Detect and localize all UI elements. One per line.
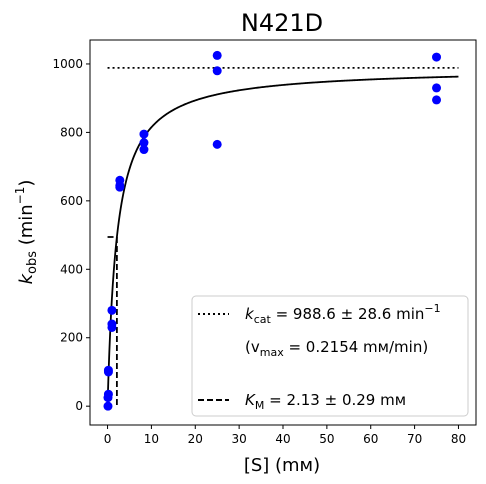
y-axis-label-subscript: obs	[25, 251, 40, 274]
x-tick-label: 10	[144, 432, 159, 446]
x-axis-ticks: 0 10 20 30 40 50 60 70 80	[104, 425, 466, 446]
data-point	[103, 401, 113, 411]
y-tick-label: 200	[60, 331, 83, 345]
x-tick-label: 30	[231, 432, 246, 446]
reference-lines	[107, 66, 459, 407]
y-tick-label: 400	[60, 262, 83, 276]
x-tick-label: 80	[451, 432, 466, 446]
data-point	[212, 139, 222, 149]
y-tick-label: 0	[75, 399, 83, 413]
chart-title: N421D	[241, 9, 323, 37]
data-point	[212, 66, 222, 76]
data-point	[139, 145, 149, 155]
legend: kcat = 988.6 ± 28.6 min−1 (vmax = 0.2154…	[191, 295, 469, 417]
y-axis-label-unit-exponent: −1	[13, 187, 27, 205]
x-tick-label: 20	[188, 432, 203, 446]
data-point	[432, 83, 442, 93]
y-tick-label: 1000	[52, 57, 83, 71]
x-tick-label: 40	[275, 432, 290, 446]
fit-layer	[106, 75, 459, 407]
data-point	[432, 52, 442, 62]
y-axis-label-close: )	[16, 180, 37, 187]
fit-curve	[106, 75, 459, 407]
legend-vmax-entry: (vmax = 0.2154 mм/min)	[245, 338, 428, 359]
x-tick-label: 70	[407, 432, 422, 446]
y-tick-label: 600	[60, 194, 83, 208]
data-point	[432, 95, 442, 105]
data-point	[107, 322, 117, 332]
x-tick-label: 50	[319, 432, 334, 446]
x-tick-label: 60	[363, 432, 378, 446]
data-point	[139, 138, 149, 148]
data-point	[103, 389, 113, 399]
y-tick-label: 800	[60, 125, 83, 139]
x-axis-label: [S] (mм)	[244, 455, 320, 476]
data-point	[103, 365, 113, 375]
y-axis-label-unit: (min	[16, 204, 37, 251]
x-tick-label: 0	[104, 432, 112, 446]
y-axis-label-symbol: k	[16, 272, 37, 284]
legend-kcat-entry: kcat = 988.6 ± 28.6 min−1	[245, 302, 441, 326]
y-axis-ticks: 0 200 400 600 800 1000	[52, 57, 90, 413]
data-point	[139, 129, 149, 139]
data-point	[115, 182, 125, 192]
legend-box	[191, 295, 469, 417]
data-points	[103, 50, 442, 411]
data-point	[107, 305, 117, 315]
legend-km-entry: KM = 2.13 ± 0.29 mм	[245, 391, 406, 412]
y-axis-label: kobs (min−1)	[13, 180, 40, 285]
data-point	[212, 50, 222, 60]
